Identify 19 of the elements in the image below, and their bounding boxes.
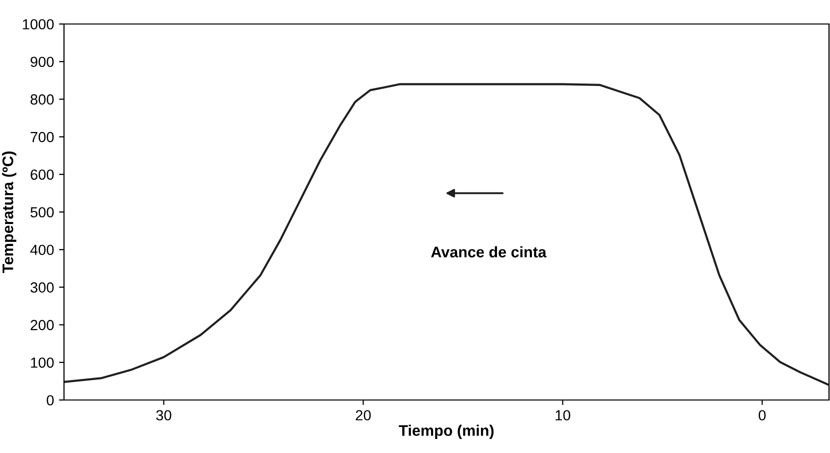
x-axis-title: Tiempo (min) [398, 424, 494, 439]
y-tick-label: 200 [30, 320, 54, 330]
y-tick-label: 500 [30, 207, 54, 218]
x-tick-label: 20 [356, 410, 371, 420]
y-tick-label: 700 [30, 132, 54, 142]
y-tick-label: 800 [30, 94, 54, 105]
line-series [64, 83, 829, 386]
y-tick-label: 1000 [22, 19, 54, 30]
annotation: Avance de cinta [431, 246, 547, 258]
y-tick-label: 100 [31, 358, 54, 368]
x-tick-label: 10 [556, 410, 570, 420]
x-tick-label: 0 [758, 410, 766, 420]
y-tick-label: 400 [30, 244, 54, 256]
y-tick-label: 300 [30, 282, 54, 293]
y-tick-label: 0 [46, 395, 54, 406]
y-axis-title: Temperatura (ºC) [2, 152, 16, 274]
y-tick-label: 900 [30, 56, 54, 68]
x-tick-label: 30 [156, 410, 172, 420]
y-tick-label: 600 [30, 170, 54, 180]
